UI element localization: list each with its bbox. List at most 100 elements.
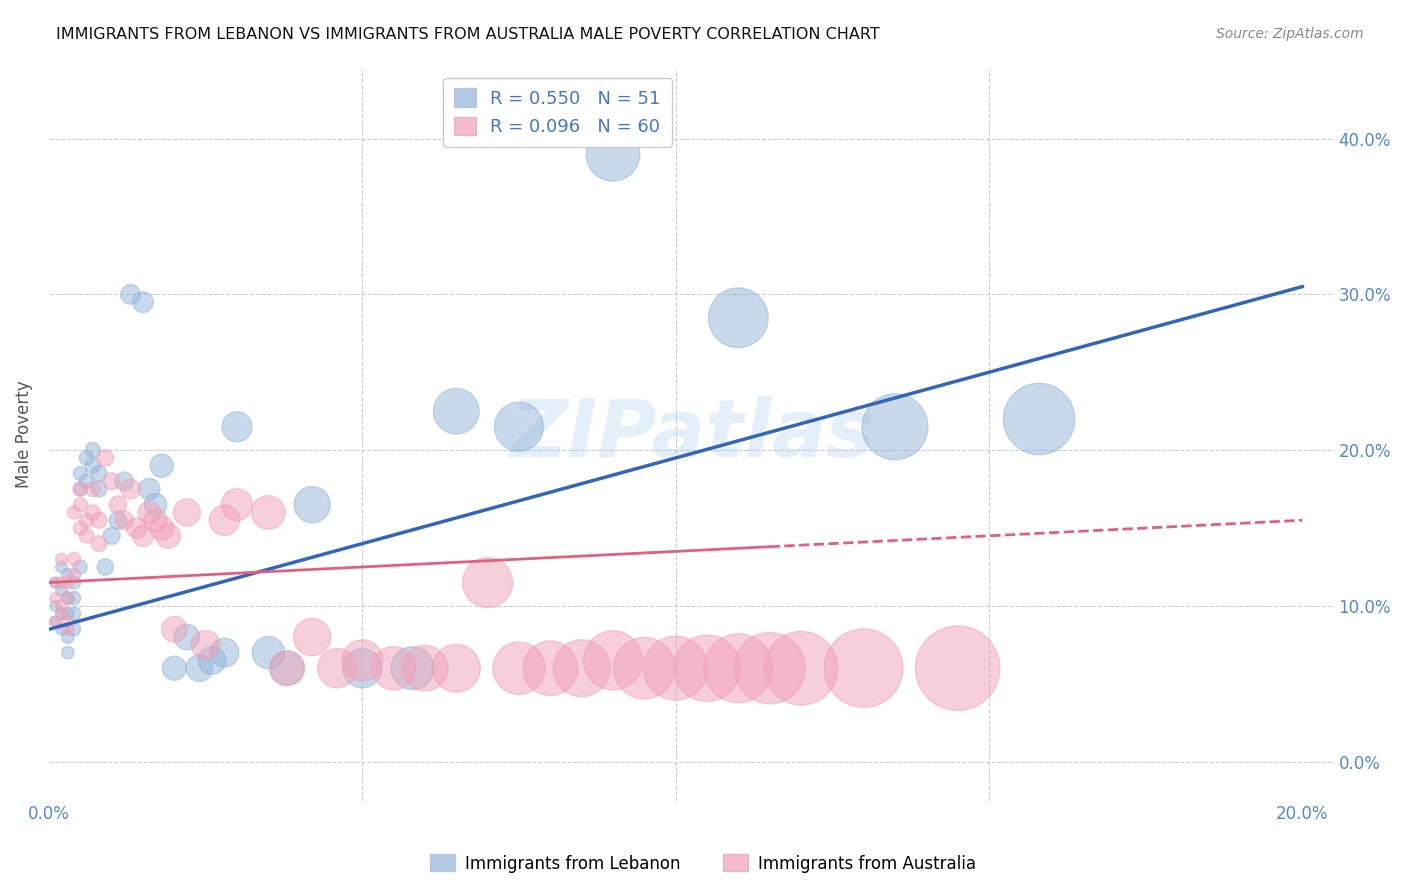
Point (194, 638, 217, 652)
Point (226, 419, 249, 434)
Point (1028, 412, 1050, 426)
Point (112, 475, 135, 489)
Point (69, 482, 91, 496)
Point (87, 513, 110, 527)
Point (51, 599, 73, 613)
Point (44, 615, 66, 629)
Text: ZIPatlas: ZIPatlas (509, 395, 873, 474)
Point (790, 661, 813, 675)
Point (69, 521, 91, 535)
Point (76, 513, 98, 527)
Point (120, 287, 142, 301)
Point (696, 661, 718, 675)
Point (571, 661, 593, 675)
Point (51, 607, 73, 621)
Text: Source: ZipAtlas.com: Source: ZipAtlas.com (1216, 27, 1364, 41)
Point (56, 591, 79, 606)
Point (100, 529, 122, 543)
Point (51, 552, 73, 566)
Point (100, 475, 122, 489)
Point (352, 661, 374, 675)
Point (538, 661, 561, 675)
Point (87, 482, 110, 496)
Point (602, 147, 624, 161)
Point (665, 661, 688, 675)
Point (94, 560, 117, 574)
Point (82, 505, 104, 519)
Point (214, 646, 236, 660)
Point (63, 622, 86, 636)
Point (758, 661, 780, 675)
Point (446, 661, 468, 675)
Point (201, 653, 224, 667)
Point (56, 615, 79, 629)
Point (87, 467, 110, 481)
Point (946, 661, 969, 675)
Point (727, 310, 749, 325)
Point (188, 661, 211, 675)
Point (69, 498, 91, 512)
Point (56, 630, 79, 644)
Point (63, 591, 86, 606)
Point (852, 661, 875, 675)
Point (63, 567, 86, 582)
Point (276, 661, 298, 675)
Point (382, 661, 405, 675)
Point (176, 630, 198, 644)
Point (69, 467, 91, 481)
Point (352, 653, 374, 667)
Point (56, 591, 79, 606)
Point (82, 458, 104, 473)
Point (633, 661, 655, 675)
Point (413, 661, 436, 675)
Point (56, 646, 79, 660)
Point (76, 529, 98, 543)
Point (132, 529, 155, 543)
Point (82, 443, 104, 458)
Point (214, 513, 236, 527)
Point (163, 622, 186, 636)
Point (145, 498, 167, 512)
Point (56, 575, 79, 590)
Point (301, 630, 323, 644)
Point (727, 661, 749, 675)
Point (44, 575, 66, 590)
Legend: Immigrants from Lebanon, Immigrants from Australia: Immigrants from Lebanon, Immigrants from… (423, 847, 983, 880)
Point (63, 552, 86, 566)
Point (87, 536, 110, 550)
Point (176, 505, 198, 519)
Point (602, 653, 624, 667)
Point (477, 575, 499, 590)
Point (508, 419, 530, 434)
Point (138, 482, 160, 496)
Point (401, 661, 423, 675)
Point (120, 482, 142, 496)
Point (51, 575, 73, 590)
Point (163, 661, 186, 675)
Point (44, 599, 66, 613)
Point (508, 661, 530, 675)
Point (56, 622, 79, 636)
Point (51, 607, 73, 621)
Point (107, 513, 129, 527)
Point (125, 521, 148, 535)
Point (112, 513, 135, 527)
Point (63, 505, 86, 519)
Point (301, 498, 323, 512)
Point (76, 475, 98, 489)
Point (44, 575, 66, 590)
Point (157, 529, 180, 543)
Point (56, 567, 79, 582)
Point (257, 505, 280, 519)
Point (51, 583, 73, 598)
Point (44, 591, 66, 606)
Legend: R = 0.550   N = 51, R = 0.096   N = 60: R = 0.550 N = 51, R = 0.096 N = 60 (443, 78, 672, 147)
Point (132, 295, 155, 310)
Point (51, 560, 73, 574)
Y-axis label: Male Poverty: Male Poverty (15, 381, 32, 489)
Point (145, 513, 167, 527)
Text: IMMIGRANTS FROM LEBANON VS IMMIGRANTS FROM AUSTRALIA MALE POVERTY CORRELATION CH: IMMIGRANTS FROM LEBANON VS IMMIGRANTS FR… (56, 27, 880, 42)
Point (51, 622, 73, 636)
Point (884, 419, 907, 434)
Point (257, 646, 280, 660)
